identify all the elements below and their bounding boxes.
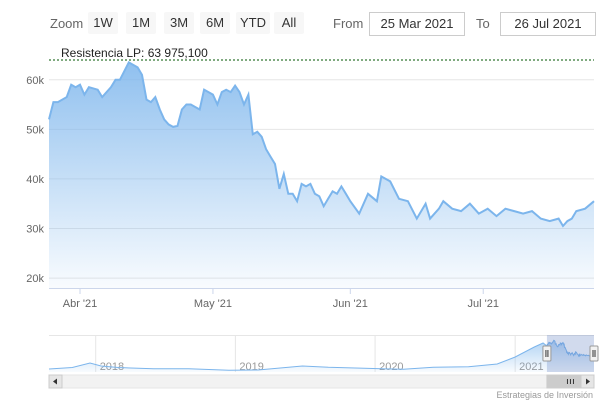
y-tick-label: 50k: [26, 124, 44, 136]
y-tick-label: 20k: [26, 273, 44, 285]
y-tick-label: 60k: [26, 75, 44, 87]
scrollbar-track[interactable]: [48, 374, 595, 389]
navigator-selected-range: [546, 335, 594, 372]
zoom-button-3m[interactable]: 3M: [164, 12, 194, 34]
x-tick-label: May '21: [194, 298, 232, 310]
resistance-label: Resistencia LP: 63 975,100: [61, 46, 208, 60]
handle-body: [542, 345, 552, 362]
zoom-button-1w[interactable]: 1W: [88, 12, 118, 34]
handle-body: [589, 345, 599, 362]
zoom-button-1m[interactable]: 1M: [126, 12, 156, 34]
x-tick-label: Abr '21: [63, 298, 98, 310]
navigator-area: [49, 340, 594, 372]
zoom-button-ytd[interactable]: YTD: [236, 12, 270, 34]
arrow-right-icon: [586, 378, 590, 385]
navigator-handle-right[interactable]: [589, 345, 599, 362]
zoom-button-all[interactable]: All: [274, 12, 304, 34]
from-date-input[interactable]: 25 Mar 2021: [369, 12, 465, 36]
to-date-input[interactable]: 26 Jul 2021: [500, 12, 596, 36]
credits-text: Estrategias de Inversión: [496, 390, 593, 400]
from-label: From: [333, 16, 364, 31]
y-tick-label: 40k: [26, 174, 44, 186]
arrow-left-icon: [53, 378, 57, 385]
series-line: [48, 61, 595, 228]
zoom-button-6m[interactable]: 6M: [200, 12, 230, 34]
x-tick-label: Jul '21: [468, 298, 499, 310]
navigator-handle-left[interactable]: [542, 345, 552, 362]
zoom-label: Zoom: [50, 16, 84, 31]
y-tick-label: 30k: [26, 224, 44, 236]
area-fill: [49, 62, 594, 289]
to-label: To: [476, 16, 490, 31]
x-tick-label: Jun '21: [333, 298, 368, 310]
